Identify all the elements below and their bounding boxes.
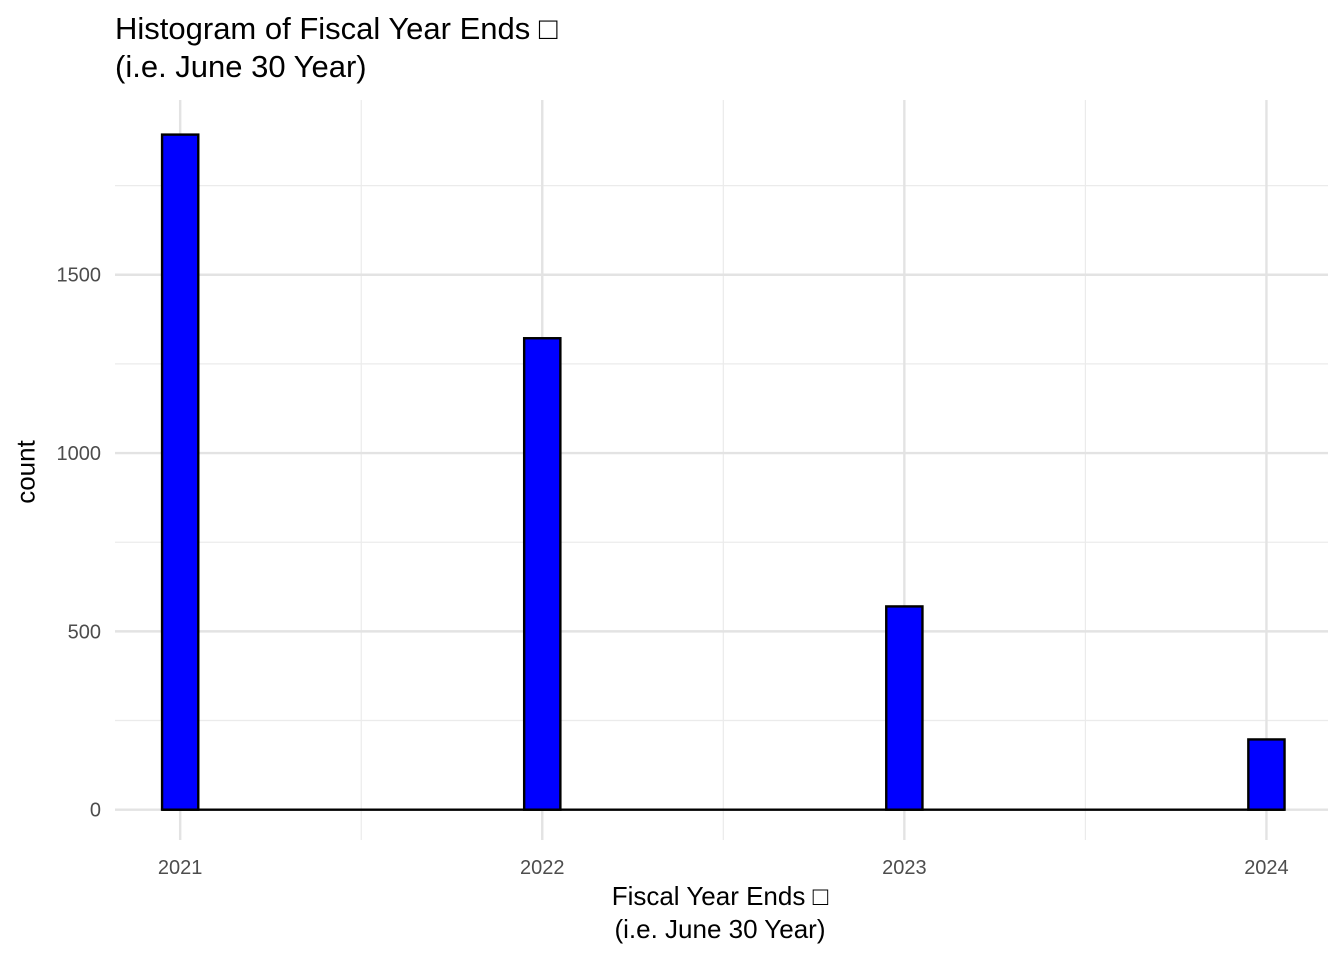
x-tick-label: 2022 bbox=[520, 857, 565, 879]
histogram-bar-2023 bbox=[885, 605, 924, 811]
histogram-bar-2022 bbox=[522, 337, 562, 811]
major-gridlines bbox=[115, 100, 1328, 840]
y-tick-label: 500 bbox=[68, 621, 101, 643]
minor-gridlines bbox=[115, 100, 1328, 840]
y-tick-label: 1500 bbox=[57, 265, 102, 287]
histogram-bars bbox=[160, 133, 1286, 811]
chart-title: Histogram of Fiscal Year Ends □ (i.e. Ju… bbox=[115, 11, 558, 84]
x-axis-label: Fiscal Year Ends □ (i.e. June 30 Year) bbox=[611, 881, 829, 944]
y-tick-label: 1000 bbox=[57, 443, 102, 465]
y-axis-label: count bbox=[10, 440, 41, 504]
x-tick-label: 2023 bbox=[882, 857, 927, 879]
x-tick-label: 2021 bbox=[158, 857, 203, 879]
histogram-bar-2021 bbox=[160, 133, 200, 811]
x-tick-label: 2024 bbox=[1244, 857, 1289, 879]
y-tick-label: 0 bbox=[90, 800, 101, 822]
axis-ticks: 0 500 1000 1500 2021 2022 2023 2024 bbox=[57, 265, 1289, 879]
histogram-bar-2024 bbox=[1247, 738, 1286, 811]
